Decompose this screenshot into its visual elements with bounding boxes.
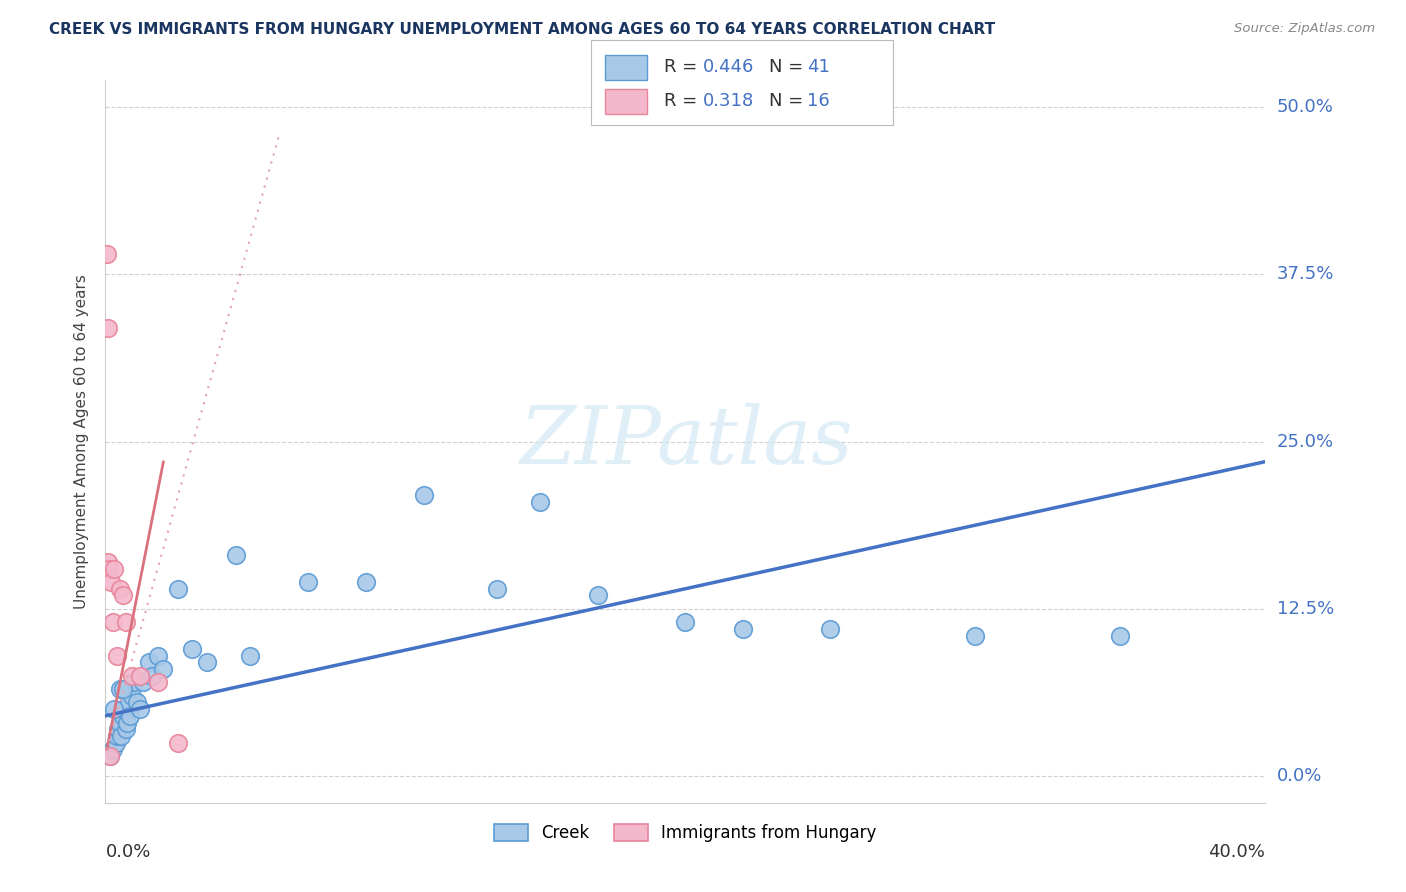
Point [965, 628, 987, 642]
Text: R =: R = [664, 58, 703, 76]
Text: CREEK VS IMMIGRANTS FROM HUNGARY UNEMPLOYMENT AMONG AGES 60 TO 64 YEARS CORRELAT: CREEK VS IMMIGRANTS FROM HUNGARY UNEMPLO… [49, 22, 995, 37]
Point [112, 702, 135, 716]
Point [108, 582, 131, 596]
Point [181, 642, 204, 657]
Text: 50.0%: 50.0% [1277, 98, 1333, 116]
Text: N =: N = [769, 58, 808, 76]
Point [820, 622, 842, 636]
Text: 12.5%: 12.5% [1277, 599, 1334, 618]
Text: 41: 41 [807, 58, 830, 76]
Point [115, 715, 138, 730]
Point [103, 702, 125, 716]
Point [146, 675, 169, 690]
Legend: Creek, Immigrants from Hungary: Creek, Immigrants from Hungary [488, 817, 883, 848]
Y-axis label: Unemployment Among Ages 60 to 64 years: Unemployment Among Ages 60 to 64 years [75, 274, 90, 609]
Point [101, 615, 124, 630]
Point [96, 247, 118, 261]
Text: N =: N = [769, 92, 808, 110]
Point [225, 548, 247, 563]
Point [588, 589, 610, 603]
Point [675, 615, 697, 630]
Point [110, 729, 132, 743]
Point [129, 702, 152, 716]
Point [114, 615, 136, 630]
Point [1109, 628, 1132, 642]
Point [100, 574, 122, 589]
Text: 40.0%: 40.0% [1209, 843, 1265, 861]
Point [152, 662, 174, 676]
Point [195, 655, 218, 669]
Point [356, 574, 378, 589]
Text: 16: 16 [807, 92, 830, 110]
Point [104, 735, 127, 749]
Point [98, 749, 121, 764]
Point [111, 708, 134, 723]
Point [733, 622, 755, 636]
Point [108, 715, 131, 730]
Point [97, 555, 120, 569]
Text: 37.5%: 37.5% [1277, 265, 1334, 284]
Point [167, 582, 190, 596]
Point [105, 729, 128, 743]
Point [114, 723, 136, 737]
Point [101, 742, 124, 756]
Text: 0.318: 0.318 [703, 92, 754, 110]
Text: Source: ZipAtlas.com: Source: ZipAtlas.com [1234, 22, 1375, 36]
Point [146, 648, 169, 663]
Text: 25.0%: 25.0% [1277, 433, 1334, 450]
Point [485, 582, 508, 596]
Point [239, 648, 262, 663]
Point [108, 681, 131, 696]
Text: R =: R = [664, 92, 709, 110]
Point [297, 574, 319, 589]
Point [111, 589, 134, 603]
Point [103, 562, 125, 576]
Point [118, 696, 141, 710]
Point [138, 655, 160, 669]
Text: 0.446: 0.446 [703, 58, 755, 76]
Point [121, 669, 143, 683]
Point [111, 681, 134, 696]
Text: 0.0%: 0.0% [1277, 767, 1322, 785]
Point [97, 320, 120, 334]
Point [107, 723, 129, 737]
Point [97, 562, 120, 576]
Point [167, 735, 190, 749]
Point [98, 749, 121, 764]
Point [529, 494, 551, 508]
Text: 0.0%: 0.0% [105, 843, 150, 861]
Point [105, 648, 128, 663]
Text: ZIPatlas: ZIPatlas [519, 403, 852, 480]
Point [120, 708, 142, 723]
Point [132, 675, 155, 690]
Point [129, 669, 152, 683]
Point [413, 488, 436, 502]
Point [141, 669, 163, 683]
Point [124, 675, 146, 690]
Point [127, 696, 149, 710]
Point [121, 689, 143, 703]
